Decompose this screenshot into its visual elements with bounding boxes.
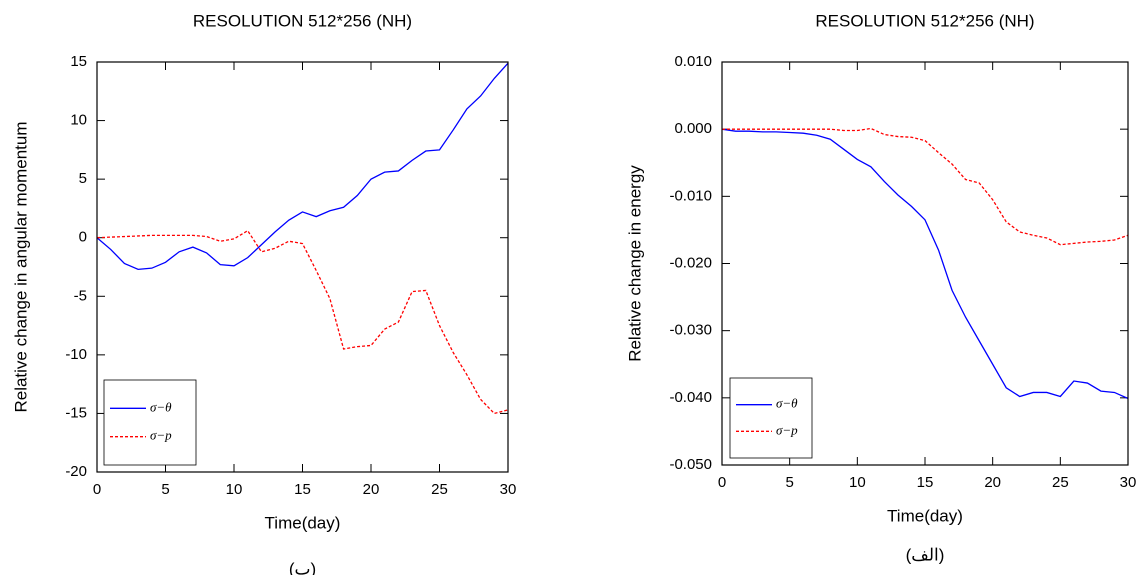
x-tick-label: 0 (93, 481, 101, 498)
x-tick-label: 0 (718, 474, 726, 491)
legend-label: σ−p (150, 428, 172, 443)
legend-label: σ−θ (150, 399, 172, 414)
series-line (722, 127, 1129, 246)
chart: RESOLUTION 512*256 (NH) Time(day) Relative… (11, 11, 517, 578)
y-tick-label: -0.010 (669, 187, 712, 204)
y-axis-label: Relative change in angular momentum (11, 121, 30, 412)
plot-frame (96, 61, 509, 473)
y-tick-label: -10 (65, 346, 87, 363)
y-tick-label: 0.000 (674, 120, 712, 137)
x-tick-label: 5 (161, 481, 169, 498)
series-line (96, 62, 509, 271)
y-tick-label: -0.050 (669, 456, 712, 473)
y-tick-label: 0 (79, 229, 87, 246)
y-axis-label: Relative change in energy (625, 165, 644, 362)
chart-title: RESOLUTION 512*256 (NH) (815, 11, 1034, 30)
x-tick-label: 15 (294, 481, 311, 498)
chart: RESOLUTION 512*256 (NH) Time(day) Relative… (625, 11, 1136, 564)
legend-label: σ−θ (776, 396, 798, 411)
x-tick-label: 20 (363, 481, 380, 498)
x-tick-label: 10 (226, 481, 243, 498)
x-tick-label: 30 (1120, 474, 1137, 491)
x-tick-label: 5 (785, 474, 793, 491)
legend-box (103, 379, 197, 466)
y-tick-label: 5 (79, 170, 87, 187)
y-tick-label: -20 (65, 463, 87, 480)
x-tick-label: 15 (917, 474, 934, 491)
x-tick-label: 25 (1052, 474, 1069, 491)
y-tick-label: 15 (70, 53, 87, 70)
y-tick-label: -15 (65, 404, 87, 421)
y-tick-label: -0.030 (669, 322, 712, 339)
x-tick-label: 30 (500, 481, 517, 498)
y-tick-label: -5 (74, 287, 87, 304)
legend-label: σ−p (776, 422, 798, 437)
series-line (721, 128, 1129, 400)
chart-title: RESOLUTION 512*256 (NH) (193, 11, 412, 30)
y-tick-label: 0.010 (674, 53, 712, 70)
plot-frame (721, 61, 1129, 466)
caption: (ب) (289, 559, 316, 575)
x-tick-label: 10 (849, 474, 866, 491)
y-tick-label: -0.040 (669, 389, 712, 406)
x-tick-label: 25 (431, 481, 448, 498)
legend-box (729, 377, 813, 459)
y-tick-label: -0.020 (669, 254, 712, 271)
caption: (الف) (906, 545, 945, 564)
x-axis-label: Time(day) (265, 513, 341, 532)
x-axis-label: Time(day) (887, 506, 963, 525)
series-line (96, 229, 509, 415)
y-tick-label: 10 (70, 112, 87, 129)
x-tick-label: 20 (984, 474, 1001, 491)
